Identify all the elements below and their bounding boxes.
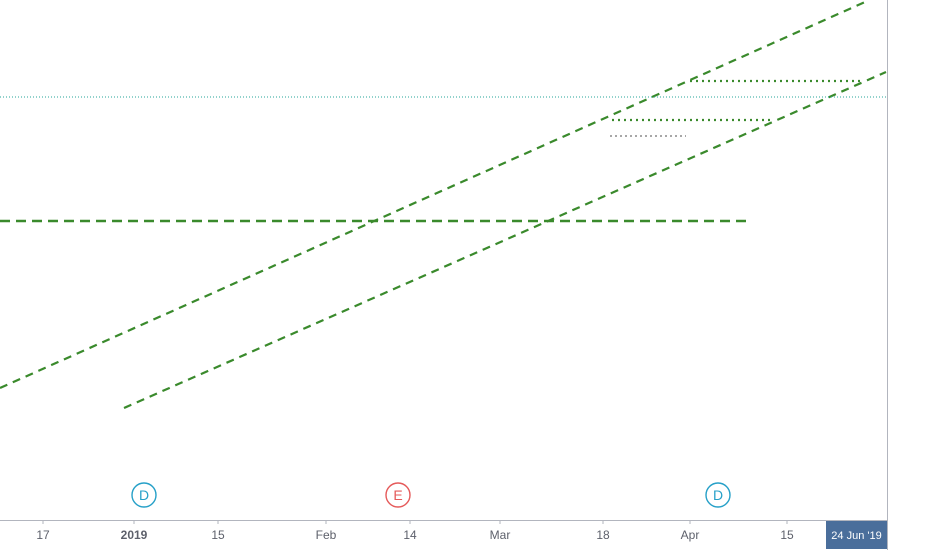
time-tick-label: 2019 [121,528,148,542]
time-tick-label: 14 [403,528,417,542]
crosshair-date-label: 24 Jun '19 [831,530,881,542]
event-marker-label: D [139,487,149,503]
time-tick-label: 15 [780,528,794,542]
crosshair-date-badge[interactable] [826,521,887,549]
event-marker-earnings[interactable]: E [385,482,411,508]
time-tick-label: 15 [211,528,225,542]
trend-channel-upper[interactable] [0,0,866,390]
event-marker-label: D [713,487,723,503]
price-axis-bg [887,0,932,550]
time-tick-label: 18 [596,528,610,542]
time-tick-label: Apr [681,528,700,542]
event-marker-circle[interactable] [131,482,157,508]
trend-channel-lower[interactable] [123,70,887,410]
time-axis[interactable]: 17 2019 15 Feb 14 Mar 18 Apr 15 24 Jun '19 [0,520,887,550]
event-marker-dividend[interactable]: D [131,482,157,508]
price-axis[interactable]: 62.0058.0056.0054.0052.0050.0048.0046.00… [887,0,932,550]
time-axis-bg [0,520,887,550]
event-marker-circle[interactable] [385,482,411,508]
time-tick-label: 17 [36,528,50,542]
event-marker-label: E [393,487,402,503]
event-marker-circle[interactable] [705,482,731,508]
time-tick-label: Mar [490,528,511,542]
event-marker-dividend[interactable]: D [705,482,731,508]
drawing-layer [0,0,887,410]
time-tick-label: Feb [316,528,337,542]
